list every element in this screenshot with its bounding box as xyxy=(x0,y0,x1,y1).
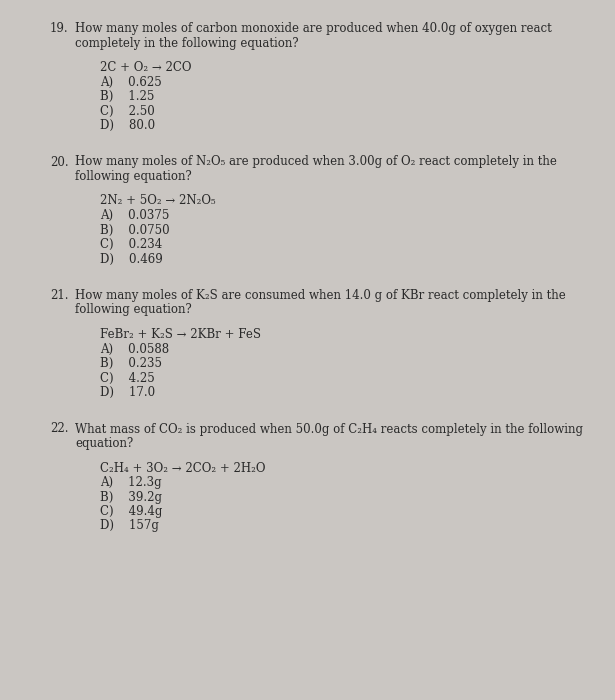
Text: C)    0.234: C) 0.234 xyxy=(100,238,162,251)
Text: C)    4.25: C) 4.25 xyxy=(100,372,155,384)
Text: B)    0.235: B) 0.235 xyxy=(100,357,162,370)
Text: 2N₂ + 5O₂ → 2N₂O₅: 2N₂ + 5O₂ → 2N₂O₅ xyxy=(100,195,216,207)
Text: completely in the following equation?: completely in the following equation? xyxy=(75,36,299,50)
Text: 2C + O₂ → 2CO: 2C + O₂ → 2CO xyxy=(100,61,191,74)
Text: 20.: 20. xyxy=(50,155,69,169)
Text: equation?: equation? xyxy=(75,437,133,450)
Text: A)    12.3g: A) 12.3g xyxy=(100,476,162,489)
Text: A)    0.0375: A) 0.0375 xyxy=(100,209,169,222)
Text: B)    39.2g: B) 39.2g xyxy=(100,491,162,503)
Text: following equation?: following equation? xyxy=(75,304,192,316)
Text: B)    0.0750: B) 0.0750 xyxy=(100,223,170,237)
Text: How many moles of N₂O₅ are produced when 3.00g of O₂ react completely in the: How many moles of N₂O₅ are produced when… xyxy=(75,155,557,169)
Text: C₂H₄ + 3O₂ → 2CO₂ + 2H₂O: C₂H₄ + 3O₂ → 2CO₂ + 2H₂O xyxy=(100,461,266,475)
Text: D)    17.0: D) 17.0 xyxy=(100,386,155,399)
Text: D)    80.0: D) 80.0 xyxy=(100,119,155,132)
Text: FeBr₂ + K₂S → 2KBr + FeS: FeBr₂ + K₂S → 2KBr + FeS xyxy=(100,328,261,341)
Text: How many moles of carbon monoxide are produced when 40.0g of oxygen react: How many moles of carbon monoxide are pr… xyxy=(75,22,552,35)
Text: D)    157g: D) 157g xyxy=(100,519,159,533)
Text: 22.: 22. xyxy=(50,423,68,435)
Text: What mass of CO₂ is produced when 50.0g of C₂H₄ reacts completely in the followi: What mass of CO₂ is produced when 50.0g … xyxy=(75,423,583,435)
Text: A)    0.625: A) 0.625 xyxy=(100,76,162,88)
Text: following equation?: following equation? xyxy=(75,170,192,183)
Text: 19.: 19. xyxy=(50,22,69,35)
Text: C)    2.50: C) 2.50 xyxy=(100,104,155,118)
Text: D)    0.469: D) 0.469 xyxy=(100,253,163,265)
Text: How many moles of K₂S are consumed when 14.0 g of KBr react completely in the: How many moles of K₂S are consumed when … xyxy=(75,289,566,302)
Text: A)    0.0588: A) 0.0588 xyxy=(100,342,169,356)
Text: C)    49.4g: C) 49.4g xyxy=(100,505,162,518)
Text: 21.: 21. xyxy=(50,289,68,302)
Text: B)    1.25: B) 1.25 xyxy=(100,90,154,103)
